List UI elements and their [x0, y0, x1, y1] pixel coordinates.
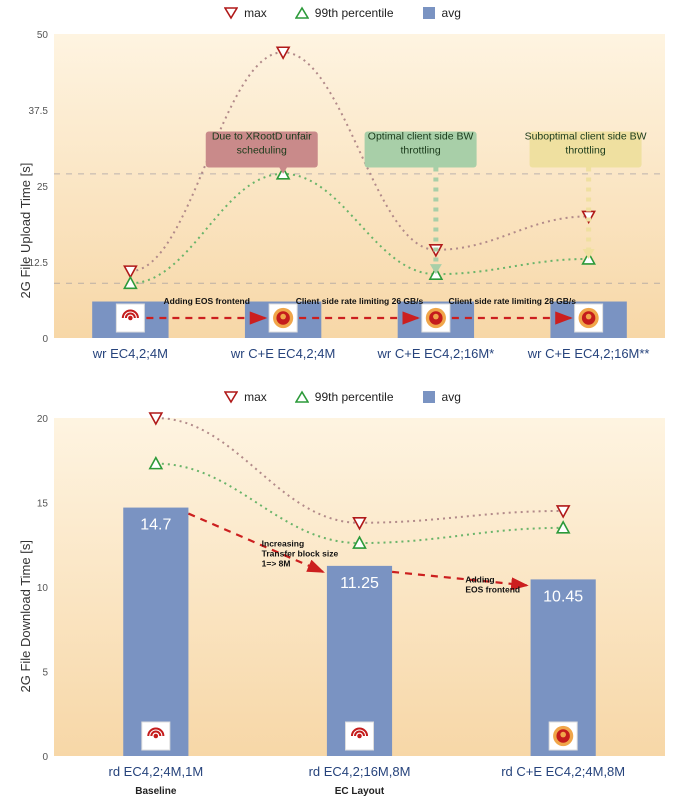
- legend-label-avg: avg: [442, 6, 461, 20]
- bar-value-label: 10.45: [543, 588, 583, 605]
- transition-label: Adding: [465, 575, 494, 585]
- legend-item-avg: avg: [422, 390, 461, 404]
- chart-upload: 2G File Upload Time [s] 012.52537.550wr …: [0, 26, 685, 384]
- svg-text:12.5: 12.5: [29, 258, 49, 269]
- transition-label: Adding EOS frontend: [164, 296, 250, 306]
- legend-download: max 99th percentile avg: [0, 384, 685, 410]
- legend-item-max: max: [224, 6, 267, 20]
- legend-label-max: max: [244, 6, 267, 20]
- legend-item-max: max: [224, 390, 267, 404]
- transition-label: 1=> 8M: [262, 559, 291, 569]
- category-label: wr C+E EC4,2;16M**: [527, 346, 650, 361]
- category-label: wr C+E EC4,2;16M*: [377, 346, 495, 361]
- category-label: rd EC4,2;16M,8M: [309, 764, 411, 779]
- legend-item-p99: 99th percentile: [295, 390, 394, 404]
- transition-label: Increasing: [262, 539, 305, 549]
- legend-label-max: max: [244, 390, 267, 404]
- svg-text:0: 0: [42, 752, 48, 763]
- legend-label-p99: 99th percentile: [315, 6, 394, 20]
- callout-text: Suboptimal client side BW: [525, 131, 647, 143]
- category-label: wr EC4,2;4M: [92, 346, 168, 361]
- legend-item-p99: 99th percentile: [295, 6, 394, 20]
- svg-text:5: 5: [42, 668, 48, 679]
- svg-text:20: 20: [37, 414, 49, 425]
- svg-text:25: 25: [37, 182, 49, 193]
- transition-label: EOS frontend: [465, 585, 520, 595]
- category-sublabel: Baseline: [135, 786, 177, 797]
- category-label: rd C+E EC4,2;4M,8M: [501, 764, 625, 779]
- transition-label: Client side rate limiting 28 GB/s: [448, 296, 576, 306]
- legend-label-p99: 99th percentile: [315, 390, 394, 404]
- legend-item-avg: avg: [422, 6, 461, 20]
- svg-text:50: 50: [37, 30, 49, 41]
- svg-text:15: 15: [37, 499, 49, 510]
- svg-text:10: 10: [37, 583, 49, 594]
- category-label: rd EC4,2;4M,1M: [109, 764, 204, 779]
- callout-text: throttling: [565, 145, 605, 157]
- callout-text: scheduling: [237, 145, 287, 157]
- transition-label: Client side rate limiting 26 GB/s: [296, 296, 424, 306]
- callout-text: throttling: [400, 145, 440, 157]
- category-sublabel: EC Layout: [335, 786, 385, 797]
- svg-text:0: 0: [42, 334, 48, 345]
- transition-label: Transfer block size: [262, 549, 339, 559]
- callout-text: Optimal client side BW: [368, 131, 474, 143]
- bar-value-label: 14.7: [140, 517, 171, 534]
- bar-value-label: 11.25: [340, 575, 379, 592]
- legend-upload: max 99th percentile avg: [0, 0, 685, 26]
- callout-text: Due to XRootD unfair: [212, 131, 312, 143]
- category-label: wr C+E EC4,2;4M: [230, 346, 335, 361]
- chart-download: 2G File Download Time [s] 0510152014.711…: [0, 410, 685, 802]
- svg-text:37.5: 37.5: [29, 106, 49, 117]
- avg-bar: [123, 508, 188, 756]
- legend-label-avg: avg: [442, 390, 461, 404]
